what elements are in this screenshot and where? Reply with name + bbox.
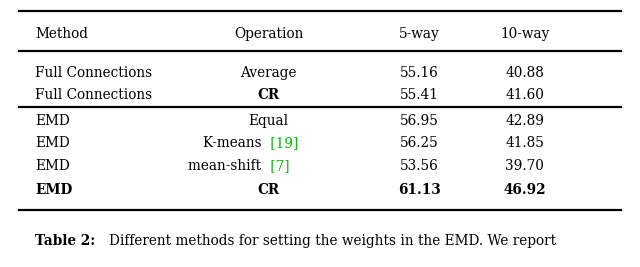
Text: EMD: EMD [35, 159, 70, 173]
Text: Equal: Equal [249, 114, 289, 128]
Text: 55.41: 55.41 [400, 88, 438, 102]
Text: 5-way: 5-way [399, 27, 440, 41]
Text: K-means: K-means [203, 136, 266, 150]
Text: [19]: [19] [266, 136, 298, 150]
Text: Table 2:: Table 2: [35, 234, 95, 248]
Text: 55.16: 55.16 [400, 66, 438, 80]
Text: CR: CR [258, 183, 280, 197]
Text: 10-way: 10-way [500, 27, 550, 41]
Text: 40.88: 40.88 [506, 66, 544, 80]
Text: Full Connections: Full Connections [35, 88, 152, 102]
Text: CR: CR [258, 88, 280, 102]
Text: EMD: EMD [35, 114, 70, 128]
Text: 41.85: 41.85 [506, 136, 544, 150]
Text: [7]: [7] [266, 159, 289, 173]
Text: EMD: EMD [35, 183, 72, 197]
Text: 42.89: 42.89 [506, 114, 544, 128]
Text: 61.13: 61.13 [398, 183, 440, 197]
Text: 46.92: 46.92 [504, 183, 546, 197]
Text: Average: Average [241, 66, 297, 80]
Text: mean-shift: mean-shift [188, 159, 266, 173]
Text: 41.60: 41.60 [506, 88, 544, 102]
Text: EMD: EMD [35, 136, 70, 150]
Text: Operation: Operation [234, 27, 303, 41]
Text: 56.95: 56.95 [400, 114, 438, 128]
Text: 56.25: 56.25 [400, 136, 438, 150]
Text: Different methods for setting the weights in the EMD. We report: Different methods for setting the weight… [109, 234, 556, 248]
Text: 39.70: 39.70 [506, 159, 544, 173]
Text: 53.56: 53.56 [400, 159, 438, 173]
Text: Full Connections: Full Connections [35, 66, 152, 80]
Text: Method: Method [35, 27, 88, 41]
